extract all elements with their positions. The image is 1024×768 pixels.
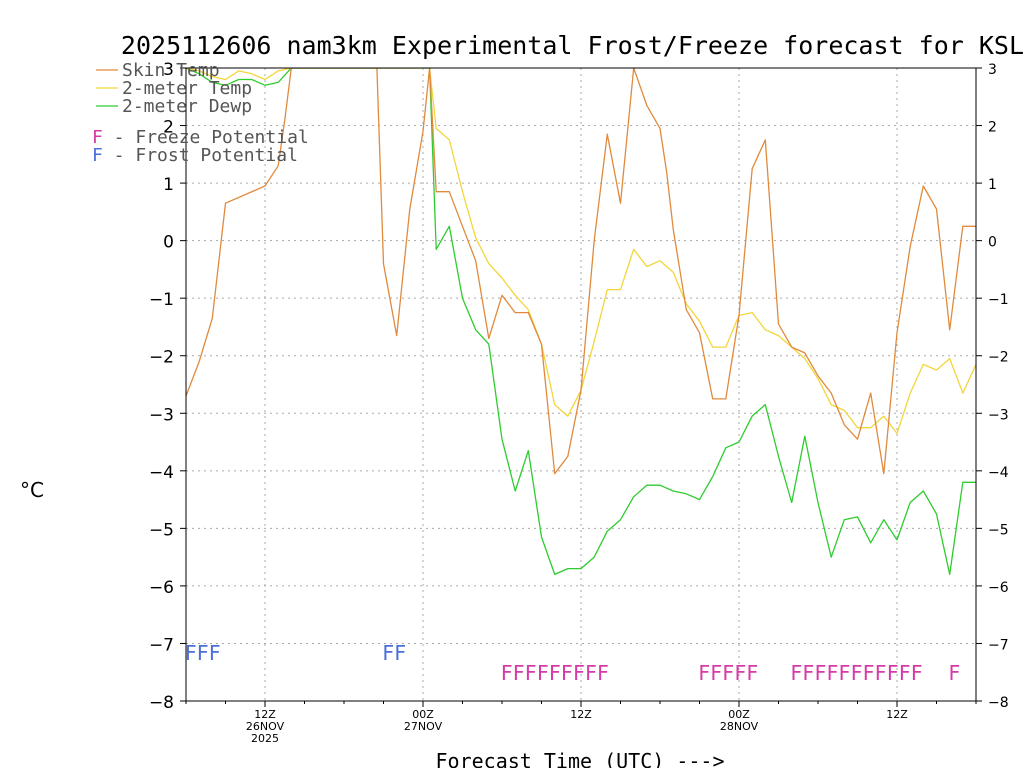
y-tick-label-right: 1 (988, 177, 997, 193)
x-tick-label: 27NOV (404, 720, 443, 733)
flag-legend-letter: F (92, 145, 103, 166)
x-tick-label: 12Z (254, 708, 276, 721)
legend-label: 2-meter Dewp (122, 96, 252, 117)
legend-label: Skin Temp (122, 60, 220, 81)
y-tick-label-right: −2 (988, 350, 1009, 366)
x-tick-label: 26NOV (246, 720, 285, 733)
series-line-skin (186, 68, 976, 475)
freeze-flag-marks: FFFFFFFFF (501, 661, 609, 685)
y-tick-label: −2 (149, 348, 174, 368)
y-tick-label: 2 (163, 118, 174, 138)
y-tick-label: −7 (149, 635, 174, 655)
y-tick-label-right: 3 (988, 62, 997, 78)
chart-title: 2025112606 nam3km Experimental Frost/Fre… (121, 31, 1024, 60)
x-tick-label: 00Z (728, 708, 750, 721)
freeze-flag-marks: FFFFFFFFFFF (790, 661, 922, 685)
series-line-dewp (186, 68, 976, 576)
y-tick-label: 0 (163, 233, 174, 253)
x-tick-label: 28NOV (720, 720, 759, 733)
y-axis-unit-label: °C (20, 478, 44, 502)
x-tick-label: 2025 (251, 732, 279, 745)
y-tick-label: 3 (163, 60, 174, 80)
flag-legend-letter: F (92, 127, 103, 148)
y-tick-label: −5 (149, 520, 174, 540)
legend-label: 2-meter Temp (122, 78, 252, 99)
y-tick-label-right: −1 (988, 292, 1009, 308)
x-tick-label: 12Z (570, 708, 592, 721)
frost-flag-marks: FFF (185, 641, 221, 665)
x-tick-label: 00Z (412, 708, 434, 721)
freeze-flag-marks: FFFFF (698, 661, 758, 685)
flag-markers: FFF FFFFFFFFFFF FFFFF FFFFFFFFFFF F (185, 641, 961, 685)
y-tick-label-right: −7 (988, 637, 1009, 653)
series-lines (186, 68, 976, 576)
flag-legend-entry: F - Frost Potential (92, 145, 298, 166)
y-tick-label-right: −3 (988, 407, 1009, 423)
y-tick-label-right: −8 (988, 695, 1009, 711)
y-axis-left: −8 −7 −6 −5 −4 −3 −2 −1 0 1 2 3 (149, 60, 186, 713)
y-tick-label: 1 (163, 175, 174, 195)
series-line-temp (186, 68, 976, 435)
y-tick-label-right: 0 (988, 235, 997, 251)
frost-flag-marks: FF (382, 641, 406, 665)
flag-legend-text: - Frost Potential (103, 145, 298, 166)
y-tick-label: −8 (149, 693, 174, 713)
x-axis-label: Forecast Time (UTC) ---> (436, 749, 725, 768)
y-axis-right: −8 −7 −6 −5 −4 −3 −2 −1 0 1 2 3 (976, 62, 1009, 711)
x-tick-label: 12Z (886, 708, 908, 721)
y-tick-label: −4 (149, 463, 174, 483)
freeze-flag-marks: F (948, 661, 960, 685)
y-tick-label: −6 (149, 578, 174, 598)
y-tick-label-right: 2 (988, 120, 997, 136)
y-tick-label-right: −4 (988, 465, 1009, 481)
y-tick-label-right: −5 (988, 522, 1009, 538)
flag-legend-text: - Freeze Potential (103, 127, 309, 148)
y-tick-label: −1 (149, 290, 174, 310)
y-tick-label-right: −6 (988, 580, 1009, 596)
y-tick-label: −3 (149, 405, 174, 425)
flag-legend-entry: F - Freeze Potential (92, 127, 309, 148)
